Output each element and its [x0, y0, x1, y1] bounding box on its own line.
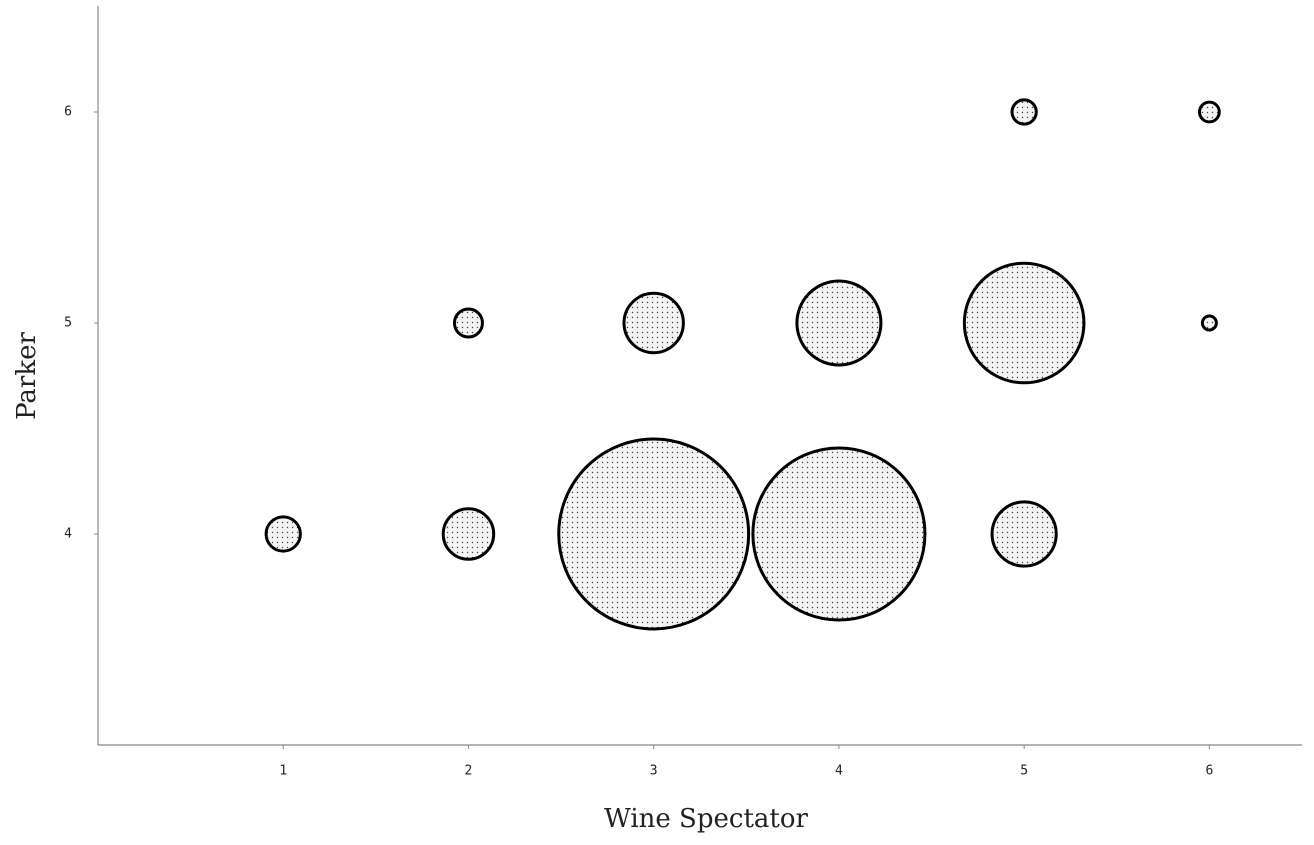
- bubble: [990, 500, 1058, 568]
- y-axis-title: Parker: [12, 332, 42, 420]
- bubble: [962, 261, 1086, 385]
- bubble: [1197, 100, 1221, 124]
- x-tick-label: 5: [1020, 764, 1028, 779]
- bubble: [557, 437, 751, 631]
- x-tick-label: 1: [279, 764, 287, 779]
- x-axis-title: Wine Spectator: [604, 804, 808, 834]
- x-tick-label: 3: [650, 764, 658, 779]
- x-tick-label: 6: [1205, 764, 1213, 779]
- bubble: [795, 279, 883, 367]
- y-tick-label: 4: [64, 527, 72, 542]
- bubble: [264, 515, 302, 553]
- x-tick-label: 2: [465, 764, 473, 779]
- y-tick-label: 5: [64, 316, 72, 331]
- bubble: [452, 307, 484, 339]
- bubble: [441, 507, 496, 561]
- bubble: [751, 446, 927, 622]
- bubble: [622, 291, 685, 355]
- y-tick-label: 6: [64, 105, 72, 120]
- bubble: [1200, 314, 1218, 332]
- bubble: [1010, 98, 1038, 126]
- x-tick-label: 4: [835, 764, 843, 779]
